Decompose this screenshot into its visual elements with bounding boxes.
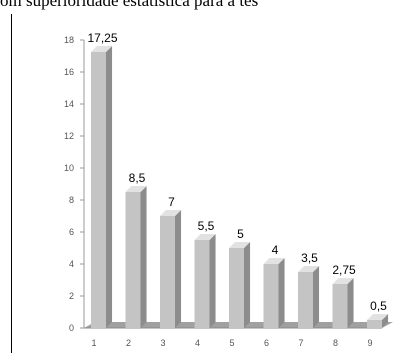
data-label: 7 — [168, 195, 175, 209]
bar-top-face — [160, 210, 182, 216]
bar-front-face — [194, 240, 210, 328]
bar — [160, 210, 182, 328]
bar-top-face — [332, 278, 354, 284]
labels-layer: 17,25 1 8,5 2 7 3 5,5 4 5 5 4 6 3,5 7 2,75 8 0,5 9 — [87, 31, 387, 348]
y-tick-label: 8 — [69, 195, 74, 205]
bar-side-face — [106, 46, 113, 328]
x-tick-label: 4 — [195, 338, 200, 348]
x-tick-label: 3 — [160, 338, 165, 348]
bar-side-face — [244, 242, 251, 328]
bar-side-face — [347, 278, 354, 328]
y-tick-label: 2 — [69, 291, 74, 301]
data-label: 2,75 — [332, 263, 356, 277]
x-tick-label: 5 — [229, 338, 234, 348]
bars-layer — [91, 46, 389, 328]
bar — [194, 234, 216, 328]
data-label: 4 — [272, 243, 279, 257]
bar-top-face — [91, 46, 113, 52]
data-label: 5 — [237, 227, 244, 241]
bar — [298, 266, 320, 328]
x-tick-label: 8 — [333, 338, 338, 348]
y-tick-label: 4 — [69, 259, 74, 269]
x-tick-label: 2 — [126, 338, 131, 348]
x-tick-label: 7 — [298, 338, 303, 348]
bar-top-face — [298, 266, 320, 272]
bar-front-face — [125, 192, 141, 328]
bar — [263, 258, 285, 328]
bar-side-face — [209, 234, 216, 328]
bar — [91, 46, 113, 328]
data-label: 17,25 — [87, 31, 117, 45]
bar-top-face — [194, 234, 216, 240]
data-label: 0,5 — [370, 299, 387, 313]
bar-top-face — [229, 242, 251, 248]
x-tick-label: 1 — [91, 338, 96, 348]
y-tick-label: 10 — [64, 163, 74, 173]
bar-front-face — [298, 272, 313, 328]
left-margin-rule — [11, 14, 12, 353]
bar-front-face — [229, 248, 244, 328]
data-label: 5,5 — [198, 219, 215, 233]
axis-layer: 0 2 4 6 8 10 12 14 16 18 — [64, 35, 85, 333]
x-tick-label: 9 — [367, 338, 372, 348]
bar-front-face — [367, 320, 382, 328]
bar — [125, 186, 147, 328]
y-tick-label: 12 — [64, 131, 74, 141]
bar-side-face — [382, 314, 389, 328]
bar — [367, 314, 389, 328]
x-tick-label: 6 — [264, 338, 269, 348]
bar-side-face — [278, 258, 285, 328]
header-text: om superioridade estatística para a tes — [0, 0, 259, 10]
y-tick-label: 6 — [69, 227, 74, 237]
bar-front-face — [91, 52, 106, 328]
bar-front-face — [160, 216, 175, 328]
bar-top-face — [125, 186, 147, 192]
y-tick-label: 18 — [64, 35, 74, 45]
bar-side-face — [175, 210, 182, 328]
bar-top-face — [263, 258, 285, 264]
bar-side-face — [140, 186, 147, 328]
bar-side-face — [313, 266, 320, 328]
bar-front-face — [332, 284, 348, 328]
y-tick-label: 16 — [64, 67, 74, 77]
data-label: 8,5 — [129, 171, 146, 185]
y-tick-label: 0 — [69, 323, 74, 333]
bar — [229, 242, 251, 328]
bar-front-face — [263, 264, 279, 328]
bar-top-face — [367, 314, 389, 320]
y-tick-label: 14 — [64, 99, 74, 109]
data-label: 3,5 — [301, 251, 318, 265]
bar — [332, 278, 354, 328]
